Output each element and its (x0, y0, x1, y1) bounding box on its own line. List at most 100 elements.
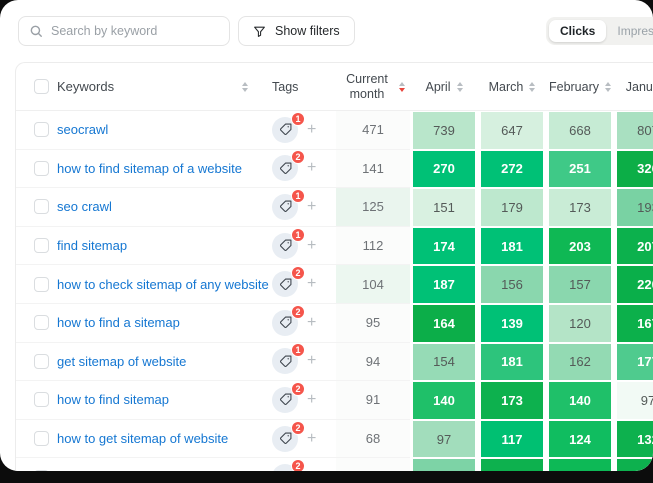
heatmap-cell-march: 117 (481, 420, 543, 458)
keyword-link[interactable]: how to find sitemap of a website (57, 160, 242, 176)
row-checkbox[interactable] (34, 469, 49, 471)
heatmap-cell-april: 97 (413, 420, 475, 458)
row-checkbox[interactable] (34, 238, 49, 254)
sort-february[interactable] (605, 81, 612, 92)
heatmap-cell-march: 179 (481, 189, 543, 226)
current-month-cell: 91 (336, 381, 410, 419)
tag-icon (279, 278, 291, 290)
heatmap-cell-january: 326 (617, 150, 653, 188)
row-checkbox[interactable] (34, 160, 49, 176)
app-window: Show filters Clicks Impressions Keywords… (0, 0, 653, 471)
current-month-cell: 125 (336, 188, 410, 226)
heatmap-cell-march: 139 (481, 304, 543, 342)
current-month-cell: 141 (336, 149, 410, 188)
heatmap-cell-january: 177 (617, 343, 653, 381)
heatmap-cell-february: 203 (549, 227, 611, 265)
table-row: how to check sitemap of any website 2 + … (16, 265, 653, 304)
tag-count-badge: 2 (291, 381, 305, 396)
sort-keywords[interactable] (242, 81, 248, 92)
row-checkbox[interactable] (34, 431, 49, 447)
keyword-link[interactable]: seo crawl (57, 199, 112, 215)
row-checkbox[interactable] (34, 122, 49, 138)
tag-chip[interactable]: 2 (272, 304, 305, 336)
sort-march[interactable] (529, 81, 536, 92)
current-month-cell: 68 (336, 419, 410, 458)
keyword-link[interactable]: find sitemap (57, 238, 128, 254)
row-checkbox[interactable] (34, 353, 49, 369)
current-month-value: 68 (365, 431, 381, 447)
add-tag-button[interactable]: + (307, 352, 317, 370)
current-month-value: 471 (362, 122, 384, 138)
heatmap-cell-march: 181 (481, 227, 543, 265)
row-checkbox[interactable] (34, 276, 49, 292)
header-march: March (478, 80, 546, 94)
toggle-clicks[interactable]: Clicks (549, 20, 607, 42)
tag-chip[interactable]: 2 (272, 150, 305, 182)
keyword-link[interactable]: how to find a sitemap (57, 315, 180, 331)
tag-icon (279, 393, 291, 406)
row-checkbox[interactable] (34, 315, 49, 331)
current-month-cell: 112 (336, 226, 410, 265)
tag-chip[interactable]: 1 (272, 188, 305, 220)
table-row: how to get sitemap of website 2 + 68 97 … (16, 419, 653, 459)
keywords-header-label: Keywords (57, 79, 115, 94)
tag-icon (279, 201, 291, 213)
sort-current-month[interactable] (399, 81, 405, 92)
heatmap-cell-march: 272 (481, 150, 543, 188)
sort-april[interactable] (456, 81, 463, 92)
add-tag-button[interactable]: + (307, 429, 317, 447)
heatmap-cell-february: 124 (549, 420, 611, 458)
current-month-value: 94 (365, 353, 381, 369)
current-month-header-label: Current month (346, 71, 388, 101)
tag-icon (279, 162, 291, 174)
current-month-cell (336, 458, 410, 471)
current-month-value: 125 (362, 199, 384, 215)
keyword-link[interactable]: how to get sitemap of website (57, 431, 229, 447)
heatmap-cell-april (413, 459, 475, 471)
tag-chip[interactable]: 1 (272, 343, 305, 375)
keyword-link[interactable]: seocrawl (57, 122, 109, 138)
tag-icon (279, 239, 291, 252)
add-tag-button[interactable]: + (307, 390, 317, 408)
search-box[interactable] (18, 16, 230, 46)
tag-count-badge: 1 (291, 227, 305, 242)
add-tag-button[interactable]: + (307, 275, 317, 293)
add-tag-button[interactable]: + (307, 120, 317, 138)
heatmap-cell-february: 162 (549, 343, 611, 381)
add-tag-button[interactable]: + (307, 159, 317, 177)
table-row: find sitemap 1 + 112 174 181 203 207 (16, 226, 653, 266)
tag-icon (279, 355, 291, 367)
heatmap-cell-april: 174 (413, 227, 475, 265)
heatmap-cell-january: 207 (617, 227, 653, 265)
tag-chip[interactable]: 2 (272, 266, 305, 298)
select-all-checkbox[interactable] (34, 79, 49, 94)
keyword-link[interactable]: how to find sitemap (57, 392, 170, 408)
table-row: how to find sitemap 2 + 91 140 173 140 9… (16, 381, 653, 420)
keyword-link[interactable]: get sitemap of website (57, 353, 187, 369)
add-tag-button[interactable]: + (307, 469, 316, 471)
tag-chip[interactable]: 2 (272, 381, 305, 413)
tag-chip[interactable]: 2 (272, 420, 305, 452)
table-row: 2 + (16, 458, 653, 471)
tag-count-badge: 2 (291, 420, 305, 435)
heatmap-cell-april: 140 (413, 382, 475, 419)
row-checkbox[interactable] (34, 199, 49, 215)
tag-chip[interactable]: 2 (272, 459, 305, 471)
current-month-value: 112 (362, 238, 384, 254)
tag-chip[interactable]: 1 (272, 227, 305, 259)
search-input[interactable] (51, 24, 219, 38)
tag-chip[interactable]: 1 (272, 111, 305, 143)
table-row: how to find sitemap of a website 2 + 141… (16, 149, 653, 189)
table-row: how to find a sitemap 2 + 95 164 139 120… (16, 303, 653, 343)
heatmap-cell-january: 132 (617, 420, 653, 458)
add-tag-button[interactable]: + (307, 236, 317, 254)
header-january: January (625, 79, 653, 94)
keyword-link[interactable]: how to check sitemap of any website (57, 276, 269, 292)
row-checkbox[interactable] (34, 392, 49, 408)
add-tag-button[interactable]: + (307, 313, 317, 331)
show-filters-button[interactable]: Show filters (238, 16, 355, 46)
add-tag-button[interactable]: + (307, 197, 317, 215)
toggle-impressions[interactable]: Impressions (617, 24, 653, 38)
heatmap-cell-january: 807 (617, 112, 653, 149)
